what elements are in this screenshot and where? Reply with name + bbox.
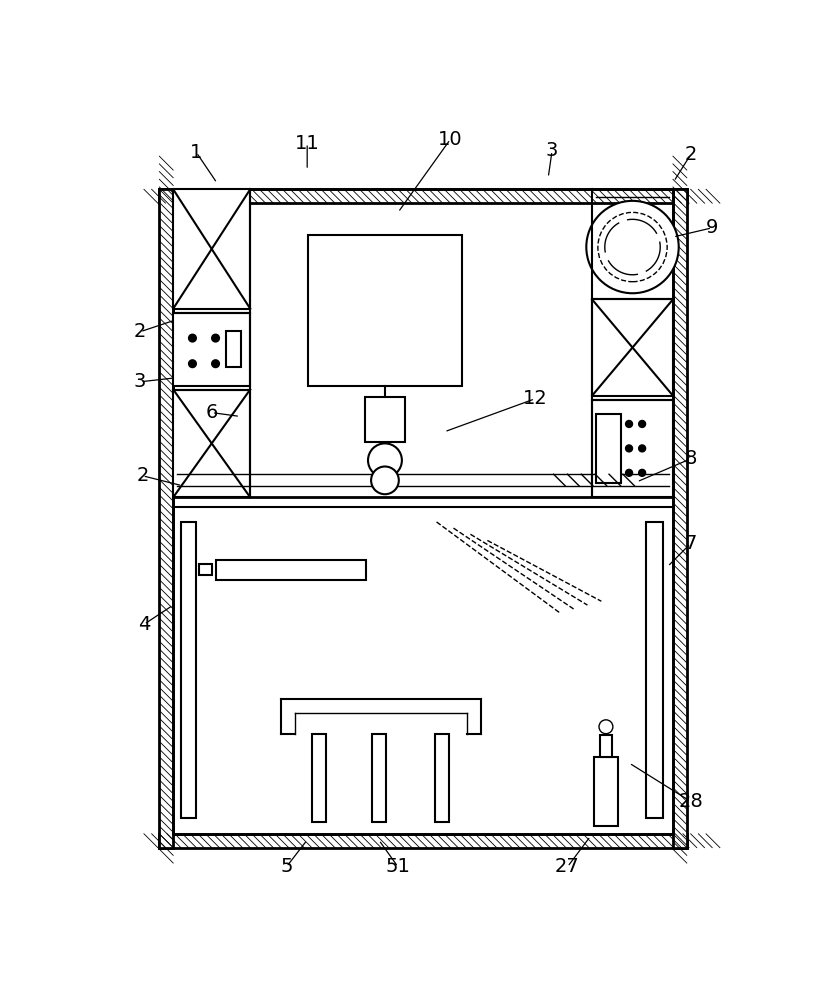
Circle shape (586, 201, 679, 293)
Bar (198, 564, 213, 575)
Bar (173, 189, 673, 834)
Bar (181, 522, 196, 818)
Bar (594, 757, 619, 826)
Circle shape (625, 420, 633, 427)
Text: 4: 4 (138, 615, 151, 634)
Bar (646, 522, 663, 818)
Bar (592, 400, 673, 497)
Bar (173, 312, 251, 386)
Text: 7: 7 (685, 534, 697, 553)
Text: 2: 2 (685, 145, 697, 164)
Bar (308, 235, 462, 386)
Text: 28: 28 (678, 792, 703, 811)
Bar (435, 734, 449, 822)
Text: 27: 27 (555, 857, 580, 876)
Bar (600, 735, 612, 757)
Text: 8: 8 (685, 449, 697, 468)
Bar (160, 189, 173, 848)
Text: 2: 2 (134, 322, 146, 341)
Circle shape (638, 445, 646, 452)
Text: 51: 51 (385, 857, 410, 876)
Bar (365, 397, 405, 442)
Text: 9: 9 (706, 218, 719, 237)
Text: 11: 11 (294, 134, 319, 153)
Circle shape (625, 445, 633, 452)
Text: 2: 2 (136, 466, 149, 485)
Bar (673, 189, 686, 848)
Bar (596, 414, 620, 483)
Text: 5: 5 (280, 857, 293, 876)
Bar (372, 734, 385, 822)
Circle shape (189, 334, 196, 342)
Circle shape (368, 443, 402, 477)
Bar (226, 331, 241, 367)
Circle shape (599, 720, 613, 734)
Text: 12: 12 (523, 389, 547, 408)
Bar (592, 299, 673, 396)
Bar (312, 734, 326, 822)
Text: 6: 6 (206, 403, 218, 422)
Text: 3: 3 (134, 372, 146, 391)
Circle shape (638, 420, 646, 427)
Circle shape (212, 334, 219, 342)
Bar (173, 389, 251, 497)
Circle shape (371, 466, 399, 494)
Circle shape (189, 360, 196, 368)
Circle shape (638, 469, 646, 476)
Circle shape (212, 360, 219, 368)
Bar (160, 834, 686, 848)
Circle shape (625, 469, 633, 476)
Bar (160, 189, 686, 203)
Text: 3: 3 (546, 141, 558, 160)
Bar (173, 189, 251, 309)
Text: 10: 10 (438, 130, 463, 149)
Text: 1: 1 (190, 143, 203, 162)
Bar (216, 560, 366, 580)
